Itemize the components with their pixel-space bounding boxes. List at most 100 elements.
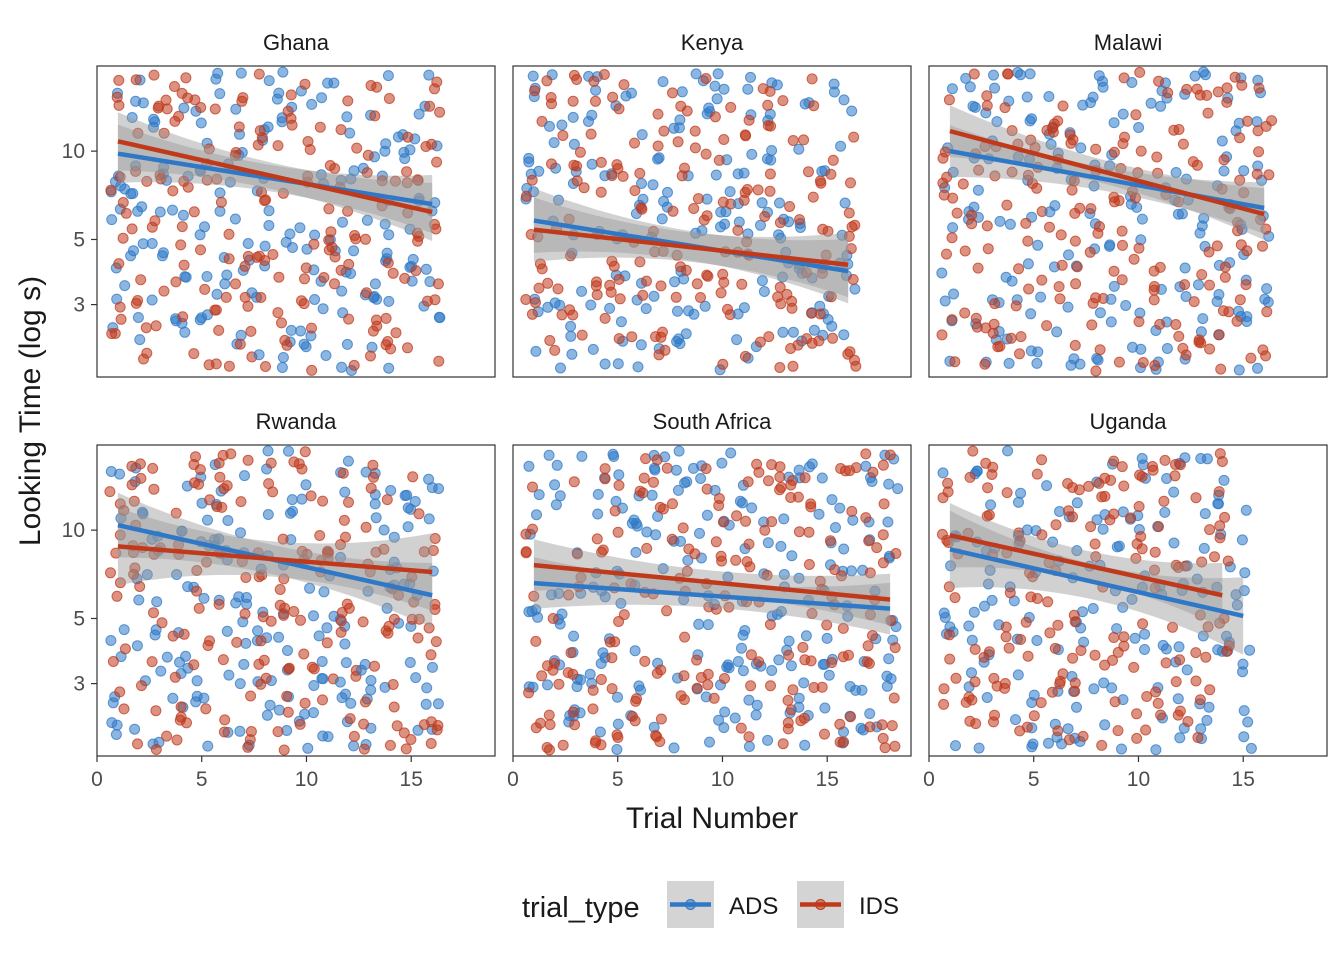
data-point-ids — [1020, 217, 1032, 229]
data-point-ads — [1218, 165, 1230, 177]
data-point-ids — [754, 336, 766, 348]
data-point-ads — [775, 540, 787, 552]
data-point-ads — [283, 445, 294, 457]
data-point-ads — [939, 295, 951, 307]
data-point-ads — [402, 502, 414, 514]
data-point-ids — [1067, 652, 1079, 664]
data-point-ids — [118, 703, 130, 715]
data-point-ads — [668, 742, 680, 754]
data-point-ids — [774, 362, 786, 373]
legend-key-point — [685, 899, 696, 910]
data-point-ids — [1049, 642, 1061, 654]
y-tick-label: 5 — [73, 228, 85, 251]
data-point-ids — [115, 313, 127, 325]
data-point-ids — [846, 505, 858, 517]
data-point-ads — [230, 597, 242, 609]
data-point-ads — [1105, 316, 1117, 328]
data-point-ids — [146, 656, 158, 668]
data-point-ads — [240, 637, 252, 649]
data-point-ads — [381, 602, 393, 614]
data-point-ids — [797, 641, 809, 653]
data-point-ids — [1090, 365, 1102, 377]
data-point-ads — [1025, 345, 1037, 357]
data-point-ids — [634, 485, 646, 497]
data-point-ads — [1244, 644, 1256, 656]
data-point-ids — [1115, 163, 1127, 174]
data-point-ads — [214, 88, 226, 100]
data-point-ads — [989, 82, 1001, 94]
data-point-ids — [877, 732, 889, 744]
data-point-ids — [793, 526, 805, 538]
data-point-ids — [1152, 697, 1164, 709]
data-point-ads — [755, 219, 766, 231]
data-point-ads — [828, 78, 840, 90]
data-point-ads — [1071, 545, 1083, 557]
data-point-ids — [700, 73, 712, 84]
data-point-ids — [805, 655, 817, 667]
data-point-ids — [293, 458, 305, 470]
data-point-ids — [1213, 486, 1225, 498]
data-point-ids — [1057, 100, 1069, 112]
data-point-ids — [1148, 265, 1160, 277]
data-point-ids — [1190, 647, 1202, 659]
data-point-ads — [1238, 165, 1250, 177]
data-point-ids — [117, 232, 129, 244]
data-point-ids — [772, 291, 784, 303]
x-tick-label: 0 — [923, 768, 935, 791]
data-point-ads — [793, 701, 805, 713]
data-point-ads — [1201, 714, 1213, 726]
data-point-ids — [1109, 696, 1121, 708]
data-point-ids — [936, 329, 948, 341]
data-point-ids — [777, 95, 789, 107]
data-point-ids — [764, 185, 776, 197]
data-point-ads — [985, 499, 997, 511]
data-point-ids — [128, 495, 140, 507]
data-point-ads — [551, 459, 563, 471]
data-point-ids — [787, 684, 799, 696]
data-point-ids — [1140, 724, 1152, 736]
data-point-ads — [320, 350, 332, 361]
data-point-ids — [391, 720, 403, 732]
data-point-ids — [1066, 184, 1078, 196]
data-point-ads — [542, 679, 553, 691]
data-point-ids — [1131, 708, 1143, 720]
x-tick-label: 15 — [816, 768, 839, 791]
data-point-ids — [636, 203, 648, 215]
data-point-ads — [626, 87, 637, 99]
data-point-ids — [277, 533, 289, 545]
data-point-ads — [1179, 262, 1191, 274]
data-point-ids — [725, 101, 737, 113]
data-point-ads — [718, 83, 730, 95]
data-point-ads — [670, 464, 682, 476]
data-point-ads — [599, 358, 611, 370]
data-point-ids — [240, 572, 252, 583]
data-point-ids — [1044, 627, 1056, 639]
data-point-ads — [1062, 723, 1074, 735]
data-point-ads — [737, 665, 749, 677]
data-point-ads — [161, 651, 173, 663]
data-point-ids — [1154, 318, 1166, 330]
data-point-ids — [738, 194, 750, 206]
data-point-ids — [432, 278, 444, 290]
data-point-ids — [335, 626, 347, 638]
data-point-ads — [972, 184, 984, 196]
data-point-ids — [1086, 319, 1098, 331]
data-point-ids — [765, 120, 777, 132]
data-point-ads — [259, 240, 271, 252]
data-point-ids — [255, 635, 267, 647]
data-point-ids — [413, 508, 425, 520]
data-point-ids — [390, 327, 402, 339]
data-point-ids — [964, 471, 976, 483]
data-point-ads — [402, 521, 414, 533]
data-point-ids — [235, 496, 247, 508]
data-point-ads — [785, 660, 797, 672]
data-point-ids — [647, 225, 659, 237]
data-point-ids — [1217, 305, 1229, 317]
data-point-ads — [340, 688, 351, 700]
data-point-ids — [782, 694, 794, 706]
data-point-ids — [113, 74, 125, 86]
data-point-ids — [321, 637, 333, 649]
data-point-ids — [1235, 239, 1247, 251]
data-point-ids — [981, 90, 993, 102]
data-point-ids — [590, 95, 601, 107]
